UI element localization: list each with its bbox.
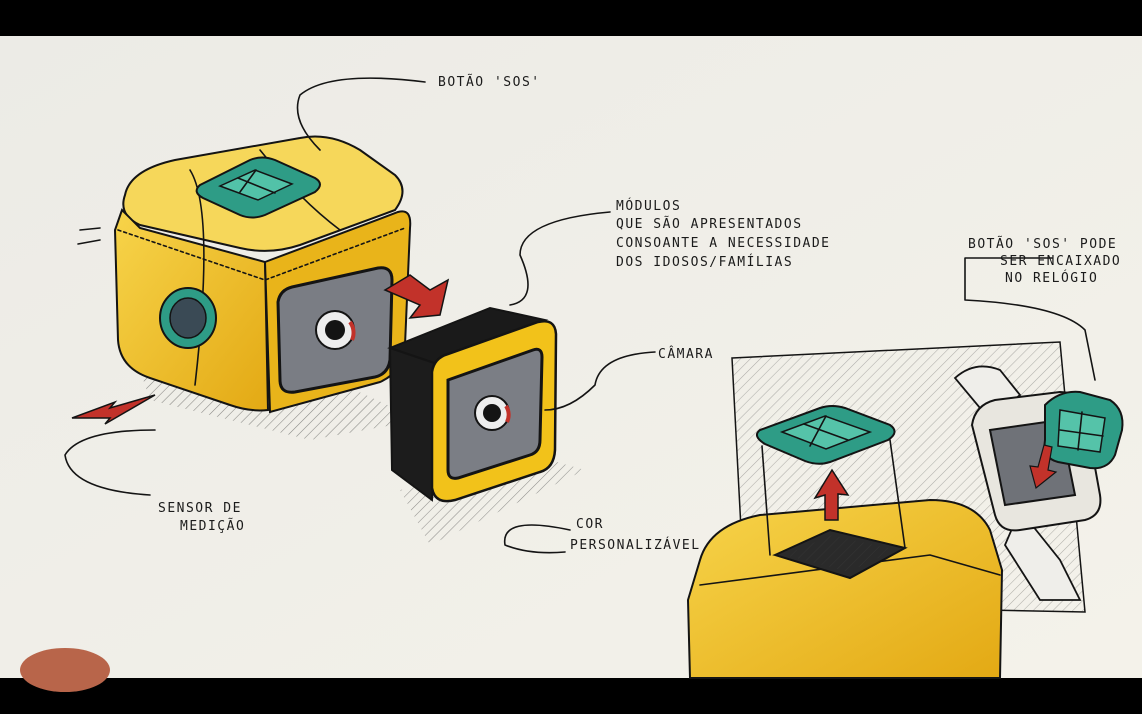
label-modules-2: QUE SÃO APRESENTADOS: [616, 216, 803, 232]
label-modules-1: MÓDULOS: [616, 198, 681, 214]
main-cube-device: [71, 135, 450, 440]
label-sensor-1: SENSOR DE: [158, 501, 242, 516]
label-watch-1: BOTÃO 'SOS' PODE: [968, 236, 1117, 252]
label-watch-2: SER ENCAIXADO: [1000, 254, 1121, 269]
label-modules-3: CONSOANTE A NECESSIDADE: [616, 236, 831, 251]
label-color-1: COR: [576, 517, 604, 532]
sos-button-icon: [195, 156, 321, 219]
label-modules-4: DOS IDOSOS/FAMÍLIAS: [616, 254, 793, 270]
leader-lines: [64, 77, 1096, 554]
label-watch-3: NO RELÓGIO: [1005, 270, 1098, 286]
label-color-2: PERSONALIZÁVEL: [570, 537, 701, 553]
up-arrow-icon: [813, 468, 850, 521]
watch-sos-button-icon: [1043, 390, 1124, 470]
sensor-arrow-icon: [71, 394, 156, 425]
label-sos-button: BOTÃO 'SOS': [438, 74, 541, 90]
floating-sos-button-icon: [755, 405, 896, 465]
watch-arrow-icon: [1029, 444, 1058, 490]
finger: [20, 648, 110, 692]
module-out-arrow-icon: [383, 274, 450, 319]
cube-with-slot: [686, 405, 1004, 679]
label-camera: CÂMARA: [658, 346, 714, 362]
label-sensor-2: MEDIÇÃO: [180, 518, 245, 534]
camera-module: [387, 306, 585, 545]
